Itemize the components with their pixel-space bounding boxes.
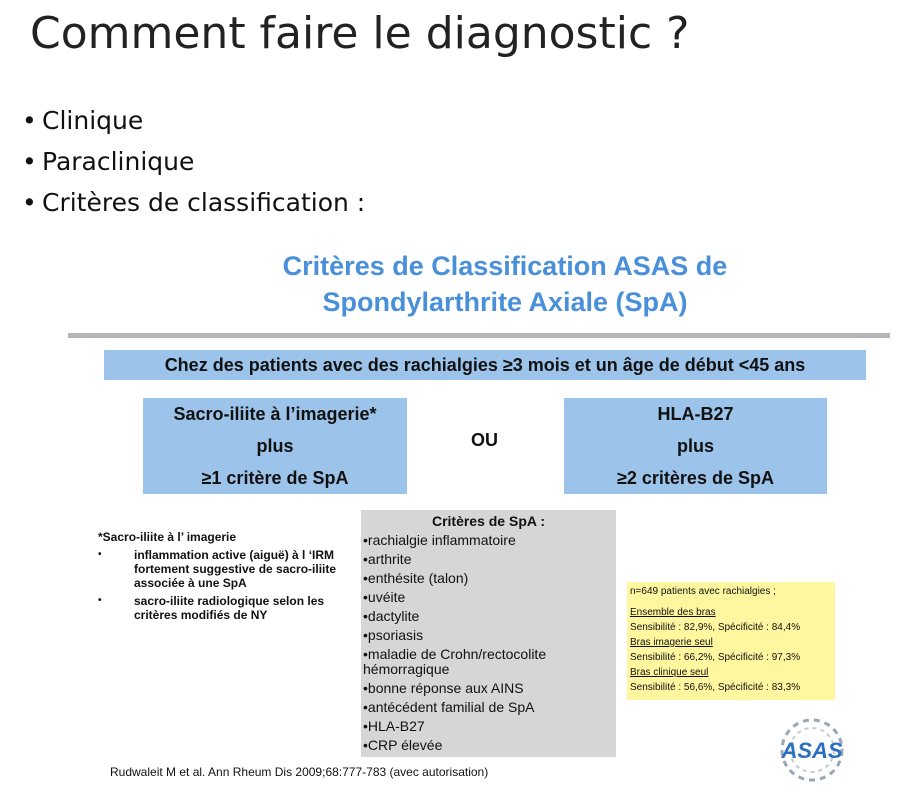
- spa-criteria-list: •rachialgie inflammatoire •arthrite •ent…: [361, 533, 616, 753]
- bullet-item: • Clinique: [22, 100, 365, 141]
- clinical-arm-line1: HLA-B27: [657, 404, 734, 424]
- imaging-arm-line3: ≥1 critère de SpA: [201, 468, 349, 488]
- condition-bar: Chez des patients avec des rachialgies ≥…: [104, 350, 866, 380]
- clinical-arm-box: HLA-B27 plus ≥2 critères de SpA: [564, 398, 827, 494]
- figure-title-line2: Spondylarthrite Axiale (SpA): [322, 287, 688, 317]
- spa-criterion: •bonne réponse aux AINS: [363, 680, 524, 696]
- asas-logo-icon: ASAS: [780, 718, 844, 782]
- spa-criterion: •arthrite: [363, 551, 412, 567]
- stats-section-label: Bras imagerie seul: [630, 637, 713, 648]
- or-connector: OU: [471, 430, 498, 450]
- title-divider: [68, 333, 890, 338]
- spa-criterion: •psoriasis: [363, 627, 424, 643]
- bullet-item: • Paraclinique: [22, 141, 365, 182]
- bullet-list: • Clinique • Paraclinique • Critères de cla…: [22, 100, 365, 223]
- bullet-dot: •: [22, 147, 37, 176]
- spa-criterion: •uvéite: [363, 589, 406, 605]
- logo-text: ASAS: [780, 738, 842, 763]
- imaging-arm-box: Sacro-iliite à l’imagerie* plus ≥1 critè…: [143, 398, 407, 494]
- figure-title: Critères de Classification ASAS de Spond…: [100, 248, 910, 320]
- bullet-item: • Critères de classification :: [22, 182, 365, 223]
- footnote-item: • inflammation active (aiguë) à l ‘IRM fo…: [98, 548, 360, 590]
- spa-criterion: •HLA-B27: [363, 718, 425, 734]
- logo-inner-ring: [789, 727, 835, 773]
- bullet-text: Critères de classification :: [42, 188, 366, 217]
- bullet-dot: •: [22, 106, 37, 135]
- imaging-arm-line1: Sacro-iliite à l’imagerie*: [173, 404, 377, 424]
- footnote-text: sacro-iliite radiologique selon les crit…: [134, 594, 325, 622]
- clinical-arm-line3: ≥2 critères de SpA: [617, 468, 774, 488]
- bullet-text: Paraclinique: [42, 147, 195, 176]
- spa-criterion: •enthésite (talon): [363, 570, 469, 586]
- bullet-text: Clinique: [42, 106, 144, 135]
- spa-criterion: •CRP élevée: [363, 737, 443, 753]
- footnote-dot: •: [98, 549, 102, 560]
- footnote-title: *Sacro-iliite à l’ imagerie: [98, 530, 237, 544]
- spa-criteria-title: Critères de SpA :: [431, 513, 546, 529]
- footnote-dot: •: [98, 595, 102, 606]
- spa-criterion: •rachialgie inflammatoire: [363, 532, 516, 548]
- spa-criteria-panel: Critères de SpA : •rachialgie inflammato…: [361, 510, 616, 757]
- slide-title: Comment faire le diagnostic ?: [30, 8, 690, 59]
- spa-criterion: •antécédent familial de SpA: [363, 699, 535, 715]
- stats-header: n=649 patients avec rachialgies ;: [630, 586, 776, 597]
- citation: Rudwaleit M et al. Ann Rheum Dis 2009;68…: [110, 765, 489, 779]
- stats-section-label: Bras clinique seul: [630, 667, 709, 678]
- imaging-footnote: *Sacro-iliite à l’ imagerie • inflammatio…: [98, 530, 360, 626]
- logo-ring: [780, 718, 844, 782]
- stats-box: n=649 patients avec rachialgies ; Ensemb…: [627, 582, 835, 700]
- footnote-text: inflammation active (aiguë) à l ‘IRM for…: [134, 548, 337, 590]
- bullet-dot: •: [22, 188, 37, 217]
- spa-criterion: •dactylite: [363, 608, 420, 624]
- stats-section-value: Sensibilité : 66,2%, Spécificité : 97,3%: [630, 652, 801, 663]
- stats-section-value: Sensibilité : 56,6%, Spécificité : 83,3%: [630, 682, 801, 693]
- spa-criterion: •maladie de Crohn/rectocolite hémorragiq…: [363, 646, 547, 677]
- stats-section-value: Sensibilité : 82,9%, Spécificité : 84,4%: [630, 622, 801, 633]
- clinical-arm-line2: plus: [676, 436, 714, 456]
- footnote-item: • sacro-iliite radiologique selon les cri…: [98, 594, 360, 622]
- figure-title-line1: Critères de Classification ASAS de: [282, 251, 728, 281]
- stats-section-label: Ensemble des bras: [630, 607, 716, 618]
- imaging-arm-line2: plus: [256, 436, 294, 456]
